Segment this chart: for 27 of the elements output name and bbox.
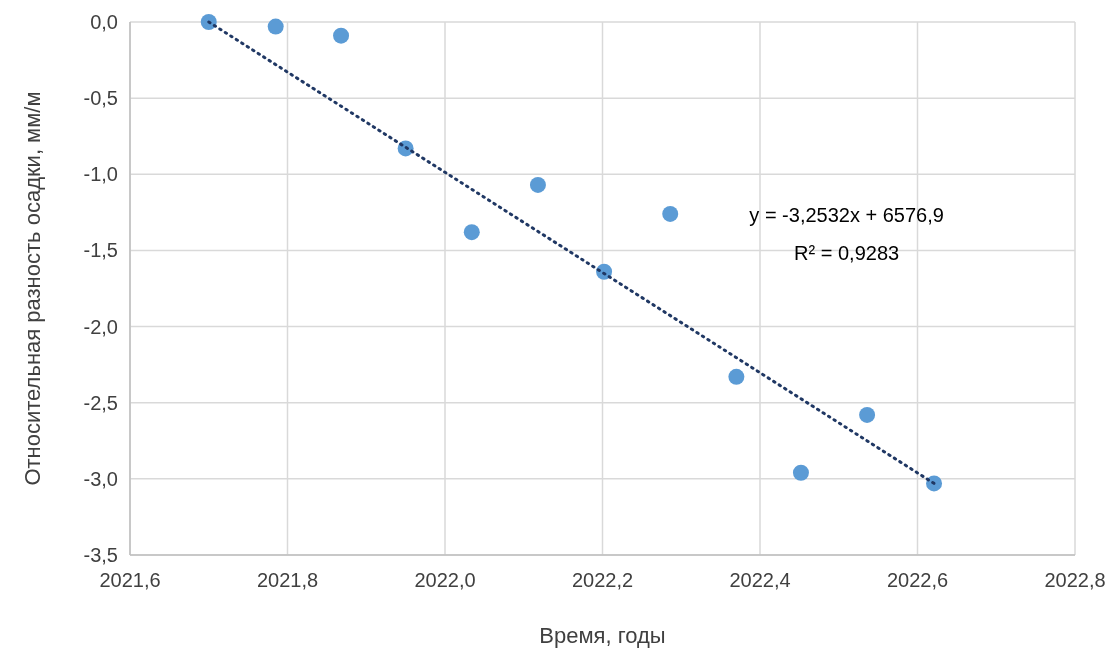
x-tick-label: 2022,0 <box>414 569 476 591</box>
point <box>662 205 679 222</box>
y-tick-label: -2,5 <box>83 391 118 414</box>
x-tick-label: 2021,6 <box>99 569 161 591</box>
point <box>463 224 480 241</box>
y-tick-label: -0,5 <box>83 87 118 110</box>
y-tick-label: -3,5 <box>83 544 118 566</box>
y-tick-label: -2,0 <box>83 315 118 338</box>
point <box>529 176 546 193</box>
x-tick-label: 2022,4 <box>729 569 791 591</box>
x-tick-label: 2022,8 <box>1044 569 1106 591</box>
point <box>859 406 876 423</box>
annotation: y = -3,2532x + 6576,9 <box>749 204 944 227</box>
x-tick-label: 2022,2 <box>571 569 634 591</box>
y-tick-label: -1,0 <box>83 163 118 186</box>
point <box>728 368 745 385</box>
annotation: R² = 0,9283 <box>794 242 900 265</box>
point <box>792 464 809 481</box>
x-tick-label: 2021,8 <box>256 569 319 591</box>
y-tick-label: -3,0 <box>83 467 118 490</box>
y-axis-title: Относительная разность осадки, мм/м <box>20 91 45 486</box>
point <box>267 18 284 35</box>
y-tick-label: 0,0 <box>90 11 118 33</box>
point <box>333 27 350 44</box>
y-tick-label: -1,5 <box>83 239 118 262</box>
x-axis-title: Время, годы <box>539 623 666 648</box>
x-tick-label: 2022,6 <box>886 569 949 591</box>
